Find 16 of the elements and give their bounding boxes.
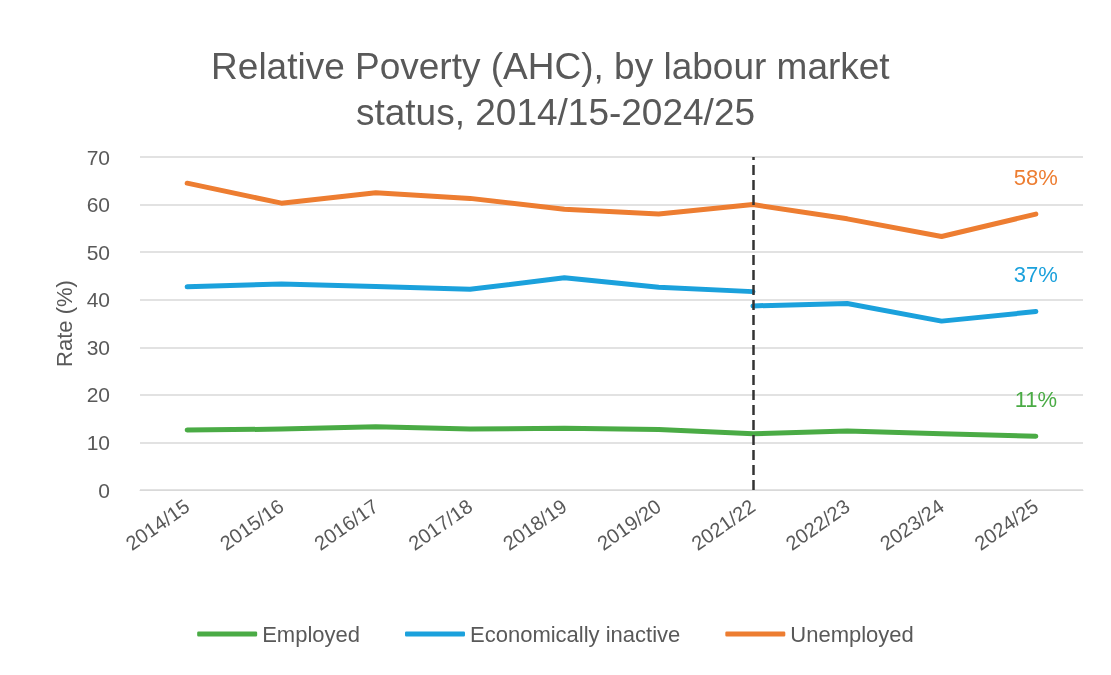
data-label: 58% <box>1013 164 1058 190</box>
legend-label: Economically inactive <box>470 621 681 647</box>
y-tick-label: 10 <box>86 430 110 454</box>
y-tick-label: 20 <box>86 383 110 407</box>
y-tick-label: 0 <box>98 478 110 502</box>
data-label: 11% <box>1014 386 1058 412</box>
legend-label: Unemployed <box>790 621 914 647</box>
y-tick-label: 50 <box>86 240 110 264</box>
y-tick-label: 70 <box>86 145 110 169</box>
legend-label: Employed <box>262 621 361 647</box>
y-tick-label: 40 <box>86 288 110 312</box>
data-label: 37% <box>1013 262 1058 288</box>
chart-title: Relative Poverty (AHC), by labour market status, 2014/15-2024/25 <box>211 45 900 133</box>
y-axis-title: Rate (%) <box>52 280 78 367</box>
y-tick-label: 30 <box>86 335 110 359</box>
y-tick-label: 60 <box>86 193 110 217</box>
